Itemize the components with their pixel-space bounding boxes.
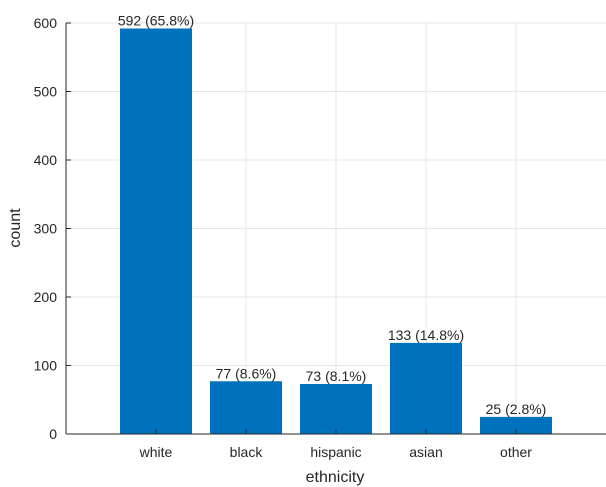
bar-asian — [390, 342, 462, 434]
bar-white — [120, 28, 192, 434]
bar-label-asian: 133 (14.8%) — [388, 327, 464, 343]
y-tick-labels: 0 100 200 300 400 500 600 — [34, 15, 71, 442]
x-tick-label-other: other — [500, 444, 532, 460]
bar-labels: 592 (65.8%) 77 (8.6%) 73 (8.1%) 133 (14.8%)… — [118, 12, 546, 416]
y-tick-label-500: 500 — [34, 84, 58, 100]
bars — [120, 28, 552, 434]
y-tick-label-100: 100 — [34, 358, 58, 374]
bar-label-white: 592 (65.8%) — [118, 12, 194, 28]
bar-label-hispanic: 73 (8.1%) — [306, 368, 367, 384]
y-axis-label: count — [7, 208, 24, 248]
bar-label-other: 25 (2.8%) — [486, 401, 547, 417]
y-tick-label-400: 400 — [34, 152, 58, 168]
y-tick-label-600: 600 — [34, 15, 58, 31]
bar-other — [480, 416, 552, 434]
x-tick-label-white: white — [139, 444, 173, 460]
x-axis-label: ethnicity — [306, 469, 365, 486]
x-tick-label-hispanic: hispanic — [310, 444, 361, 460]
x-tick-label-asian: asian — [409, 444, 442, 460]
y-tick-label-300: 300 — [34, 221, 58, 237]
y-tick-label-200: 200 — [34, 289, 58, 305]
y-tick-label-0: 0 — [49, 426, 57, 442]
x-tick-label-black: black — [230, 444, 264, 460]
bar-hispanic — [300, 383, 372, 434]
x-tick-labels: white black hispanic asian other — [139, 429, 532, 460]
bar-black — [210, 381, 282, 434]
bar-label-black: 77 (8.6%) — [216, 365, 277, 381]
